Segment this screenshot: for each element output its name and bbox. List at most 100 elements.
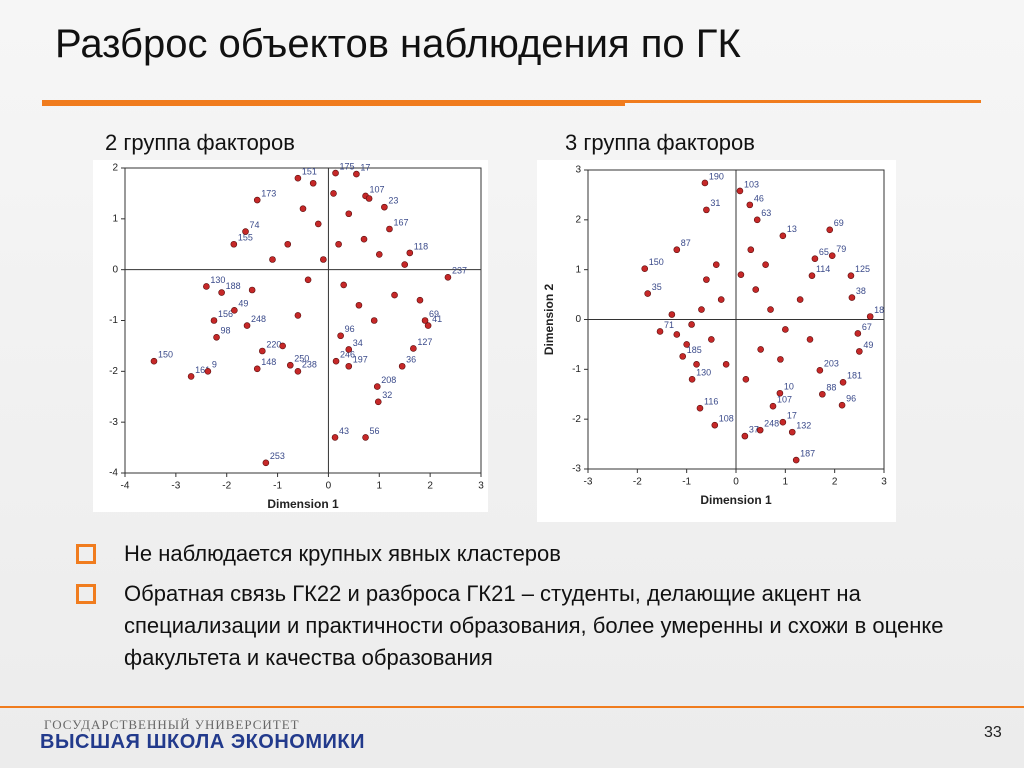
scatter-point: [777, 356, 784, 363]
scatter-point: [373, 383, 381, 390]
point-label: 208: [381, 375, 396, 385]
x-tick-label: -3: [171, 481, 180, 492]
point-label: 156: [218, 309, 233, 319]
point-label: 23: [388, 196, 398, 206]
scatter-point: [756, 426, 764, 434]
scatter-point: [299, 205, 307, 212]
y-tick-label: 0: [112, 264, 118, 275]
scatter-point: [701, 179, 709, 187]
point-label: 118: [414, 241, 428, 251]
scatter-point: [779, 418, 787, 426]
scatter-point: [331, 434, 339, 441]
scatter-point: [769, 402, 777, 410]
point-label: 246: [340, 350, 355, 360]
scatter-point: [856, 348, 863, 355]
point-label: 69: [429, 309, 439, 319]
point-label: 49: [238, 299, 248, 309]
point-label: 130: [210, 275, 225, 285]
scatter-point: [816, 367, 824, 374]
point-label: 65: [819, 247, 829, 257]
scatter-point: [309, 179, 317, 187]
scatter-point: [782, 326, 789, 333]
scatter-point: [688, 321, 695, 328]
point-label: 175: [340, 161, 355, 171]
point-label: 108: [719, 414, 734, 424]
scatter-point: [792, 456, 800, 464]
y-tick-label: -1: [572, 364, 581, 375]
point-label: 185: [687, 345, 702, 355]
scatter-point: [866, 313, 874, 320]
point-label: 37: [749, 424, 759, 434]
scatter-point: [248, 286, 256, 294]
scatter-point: [703, 206, 710, 214]
scatter-point: [847, 272, 855, 279]
point-label: 87: [681, 238, 691, 248]
scatter-point: [826, 226, 834, 234]
scatter-point: [332, 357, 340, 365]
scatter-point: [741, 432, 749, 440]
scatter-point: [698, 306, 705, 313]
point-label: 220: [266, 339, 281, 349]
scatter-point: [828, 252, 836, 260]
y-axis-label: Dimension 2: [542, 284, 556, 356]
point-label: 148: [261, 357, 276, 367]
x-axis-label: Dimension 1: [700, 493, 772, 507]
scatter-point: [262, 459, 270, 467]
footer-text: ГОСУДАРСТВЕННЫЙ УНИВЕРСИТЕТ: [44, 717, 300, 732]
scatter-point: [204, 368, 212, 375]
scatter-point: [688, 376, 696, 383]
scatter-point: [757, 346, 764, 353]
x-tick-label: -3: [584, 477, 593, 488]
point-label: 46: [754, 193, 764, 203]
point-label: 127: [417, 337, 432, 347]
point-label: 10: [784, 382, 794, 392]
scatter-point: [683, 341, 690, 348]
scatter-point: [656, 328, 664, 335]
scatter-point: [424, 322, 432, 329]
scatter-point: [345, 362, 353, 370]
scatter-point: [711, 421, 719, 429]
scatter-point: [762, 261, 769, 268]
y-tick-label: -4: [109, 468, 118, 479]
point-label: 9: [212, 360, 217, 370]
point-label: 248: [251, 314, 266, 324]
point-label: 96: [846, 394, 856, 404]
scatter-point: [839, 378, 847, 386]
scatter-point: [353, 170, 360, 178]
point-label: 17: [360, 162, 370, 172]
scatter-point: [854, 330, 862, 337]
point-label: 237: [452, 266, 467, 276]
point-label: 32: [382, 390, 392, 400]
chart: -3 -2 -1 0 1 2 3 -3 -2 -1 0 1 2 3 Dimension 1 Dimension…: [537, 160, 896, 522]
page-number: 33: [984, 724, 1002, 741]
scatter-point: [838, 401, 846, 409]
scatter-point: [332, 169, 339, 177]
point-label: 132: [796, 420, 811, 430]
scatter-point: [712, 261, 720, 268]
scatter-point: [345, 210, 353, 218]
point-label: 79: [836, 244, 846, 254]
scatter-point: [742, 376, 750, 383]
point-label: 150: [158, 350, 173, 360]
point-label: 248: [764, 419, 779, 429]
scatter-point: [747, 246, 755, 254]
scatter-point: [673, 246, 681, 254]
x-tick-label: 2: [427, 481, 433, 492]
y-tick-label: 2: [575, 214, 581, 225]
y-tick-label: -2: [109, 366, 118, 377]
scatter-point: [410, 345, 417, 352]
point-label: 155: [238, 233, 253, 243]
point-label: 36: [406, 355, 416, 365]
point-label: 41: [432, 314, 442, 324]
scatter-point: [294, 312, 302, 319]
scatter-point: [398, 362, 406, 370]
scatter-point: [696, 404, 704, 412]
x-tick-label: -2: [222, 481, 231, 492]
point-label: 188: [226, 281, 241, 291]
y-tick-label: 1: [112, 213, 118, 224]
scatter-point: [679, 353, 687, 360]
scatter-point: [717, 296, 725, 303]
scatter-point: [416, 296, 424, 304]
scatter-point: [737, 271, 745, 278]
